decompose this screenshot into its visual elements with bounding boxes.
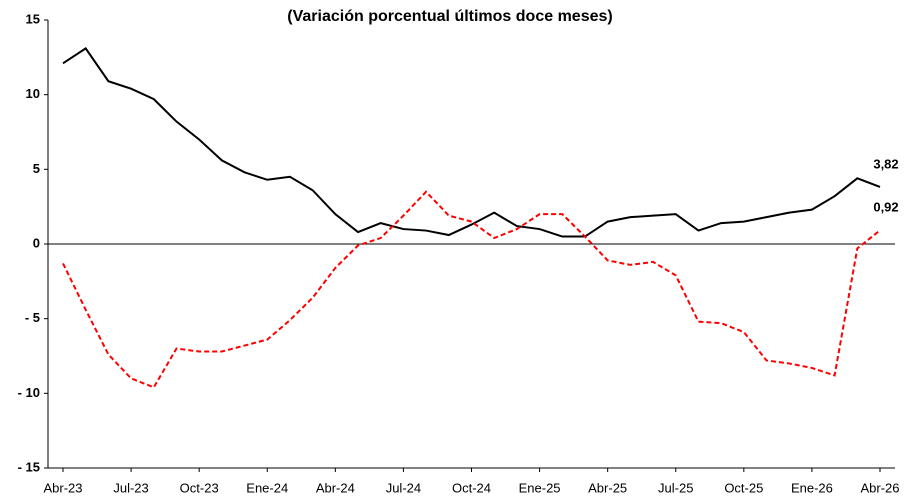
x-tick-label: Abr-25 — [588, 480, 627, 495]
x-tick-label: Abr-26 — [860, 480, 899, 495]
data-label: 0,92 — [873, 200, 898, 215]
x-tick-label: Ene-26 — [791, 480, 833, 495]
x-tick-label: Jul-23 — [113, 480, 148, 495]
x-tick-label: Ene-25 — [519, 480, 561, 495]
y-tick-label: 10 — [26, 86, 40, 101]
y-tick-label: - 15 — [18, 459, 40, 474]
y-tick-label: 0 — [33, 235, 40, 250]
x-tick-label: Ene-24 — [246, 480, 288, 495]
y-tick-label: 5 — [33, 161, 40, 176]
y-tick-label: - 10 — [18, 385, 40, 400]
x-tick-label: Abr-24 — [316, 480, 355, 495]
chart-title: (Variación porcentual últimos doce meses… — [287, 8, 612, 25]
x-tick-label: Oct-24 — [452, 480, 491, 495]
data-label: 3,82 — [873, 156, 898, 171]
x-tick-label: Abr-23 — [43, 480, 82, 495]
y-tick-label: - 5 — [25, 310, 40, 325]
series-line — [62, 47, 881, 238]
y-tick-label: 15 — [26, 11, 40, 26]
x-tick-label: Jul-25 — [658, 480, 693, 495]
series-line — [62, 190, 881, 389]
x-tick-label: Jul-24 — [386, 480, 421, 495]
x-tick-label: Oct-23 — [180, 480, 219, 495]
x-tick-label: Oct-25 — [724, 480, 763, 495]
